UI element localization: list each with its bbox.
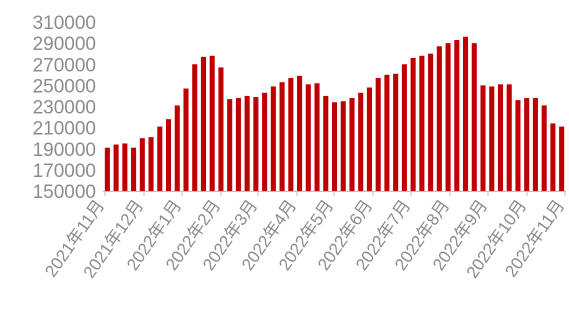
bar (497, 84, 504, 191)
bar (559, 126, 565, 191)
bar (323, 95, 329, 191)
bar (480, 85, 486, 192)
y-tick-label: 230000 (33, 98, 96, 119)
bar (393, 73, 399, 191)
bar (270, 86, 276, 191)
y-tick-label: 290000 (33, 34, 96, 55)
y-tick-label: 310000 (33, 13, 96, 34)
bar (375, 77, 381, 191)
bar (524, 98, 530, 191)
bar (174, 105, 180, 191)
bar (122, 143, 128, 191)
y-tick-label: 190000 (33, 140, 96, 161)
x-axis-ticks: 2021年11月2021年12月2022年1月2022年2月2022年3月202… (41, 191, 568, 282)
bar (471, 43, 477, 192)
bar (331, 102, 338, 191)
bar (366, 87, 372, 191)
bar (165, 119, 172, 191)
bar (489, 86, 495, 191)
bar (515, 100, 521, 191)
y-tick-label: 270000 (33, 55, 96, 76)
y-tick-label: 210000 (33, 119, 96, 140)
bar (314, 83, 320, 191)
bar (454, 39, 460, 192)
bars (104, 36, 565, 192)
bar (436, 46, 442, 191)
bar (445, 43, 451, 192)
bar (183, 88, 189, 191)
y-axis-ticks: 1500001700001900002100002300002500002700… (33, 13, 96, 203)
bar (104, 147, 110, 191)
bar (305, 84, 311, 191)
bar (297, 75, 303, 191)
bar (131, 147, 137, 191)
bar (157, 126, 163, 191)
bar (349, 98, 355, 191)
y-tick-label: 250000 (33, 76, 96, 97)
bar (550, 123, 556, 191)
bar (200, 56, 206, 191)
bar (340, 101, 346, 191)
bar (532, 98, 538, 191)
bar (463, 36, 469, 191)
bar (384, 74, 390, 191)
bar (401, 64, 407, 191)
bar (244, 95, 250, 191)
bar (419, 55, 425, 191)
bar (253, 96, 259, 191)
bar (288, 77, 294, 191)
bar (139, 138, 145, 191)
bar (262, 92, 268, 191)
y-tick-label: 150000 (33, 182, 96, 203)
bar (192, 64, 198, 191)
bar (279, 82, 285, 191)
bar (428, 53, 434, 191)
y-tick-label: 170000 (33, 161, 96, 182)
bar (113, 144, 119, 191)
bar (235, 98, 241, 191)
bar (410, 57, 416, 191)
bar (541, 105, 547, 191)
bar (209, 55, 215, 191)
bar (148, 137, 154, 191)
bar (218, 67, 224, 191)
bar (506, 84, 512, 191)
bar (227, 99, 233, 191)
bar (358, 92, 364, 191)
